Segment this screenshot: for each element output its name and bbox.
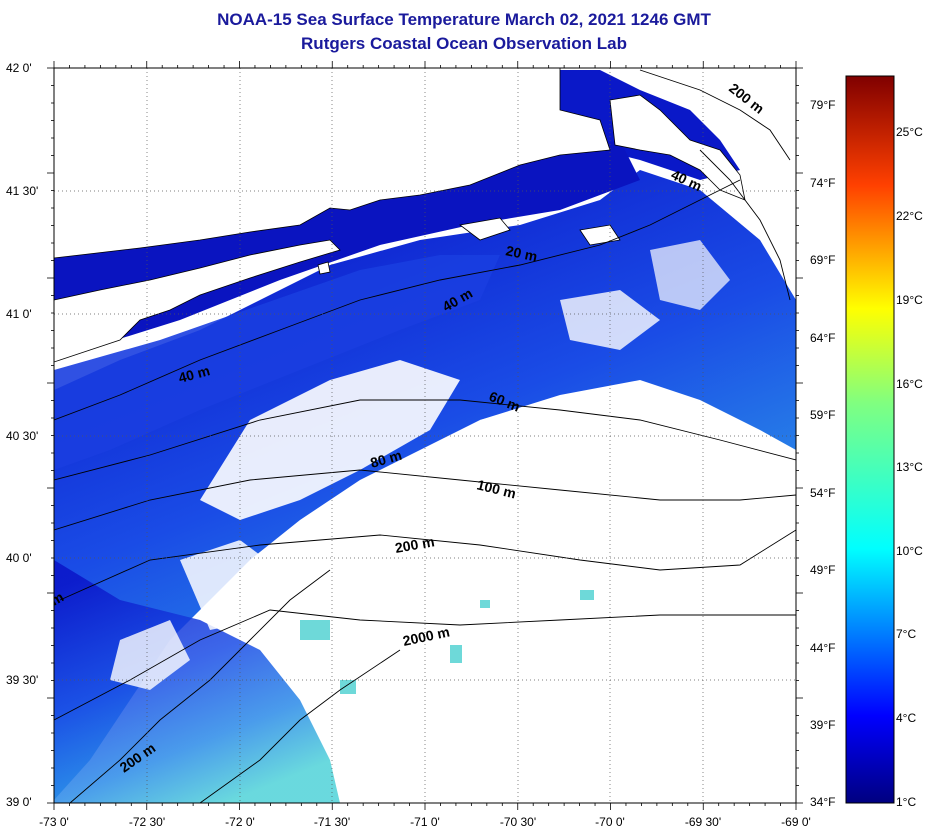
fahrenheit-axis: 79°F 74°F 69°F 64°F 59°F 54°F 49°F 44°F … — [810, 98, 835, 809]
lat-axis: 42 0' 41 30' 41 0' 40 30' 40 0' 39 30' 3… — [6, 61, 38, 809]
lon-axis: -73 0' -72 30' -72 0' -71 30' -71 0' -70… — [39, 815, 811, 829]
contour-label-40m-west: 40 m — [177, 362, 212, 386]
lon-tick-label: -72 0' — [225, 815, 255, 829]
fahrenheit-tick-label: 64°F — [810, 331, 835, 345]
graticule — [54, 68, 796, 803]
axis-tick-marks — [47, 61, 803, 810]
sst-southwest-region — [54, 560, 340, 803]
lat-tick-label: 41 30' — [6, 184, 38, 198]
marthas-vineyard — [459, 217, 511, 241]
new-england-mainland — [54, 68, 611, 259]
lat-tick-label: 39 30' — [6, 673, 38, 687]
map-subtitle: Rutgers Coastal Ocean Observation Lab — [301, 34, 627, 53]
contour-label-20m: 20 m — [504, 242, 539, 264]
land-masses — [54, 68, 746, 363]
fahrenheit-tick-label: 49°F — [810, 563, 835, 577]
sst-inner-shelf — [54, 255, 500, 470]
celsius-tick-label: 13°C — [896, 460, 923, 474]
long-island — [54, 239, 341, 363]
contour-label-200m-mid: 200 m — [394, 533, 436, 556]
fahrenheit-tick-label: 74°F — [810, 176, 835, 190]
bathymetry-contours — [54, 69, 796, 803]
fahrenheit-tick-label: 59°F — [810, 408, 835, 422]
celsius-tick-label: 16°C — [896, 377, 923, 391]
celsius-tick-label: 10°C — [896, 544, 923, 558]
celsius-axis: 25°C 22°C 19°C 16°C 13°C 10°C 7°C 4°C 1°… — [896, 125, 923, 809]
lat-tick-label: 42 0' — [6, 61, 32, 75]
lon-tick-label: -70 0' — [595, 815, 625, 829]
lon-tick-label: -73 0' — [39, 815, 69, 829]
lat-tick-label: 39 0' — [6, 795, 32, 809]
lon-tick-label: -71 30' — [314, 815, 350, 829]
celsius-tick-label: 22°C — [896, 209, 923, 223]
fahrenheit-tick-label: 34°F — [810, 795, 835, 809]
block-island — [317, 261, 331, 275]
color-bar — [845, 75, 895, 804]
fahrenheit-tick-label: 69°F — [810, 253, 835, 267]
sst-coastal-band — [54, 140, 640, 360]
celsius-tick-label: 19°C — [896, 293, 923, 307]
celsius-tick-label: 7°C — [896, 627, 916, 641]
lon-tick-label: -70 30' — [500, 815, 536, 829]
lat-tick-label: 40 0' — [6, 551, 32, 565]
celsius-tick-label: 25°C — [896, 125, 923, 139]
fahrenheit-tick-label: 44°F — [810, 641, 835, 655]
fahrenheit-tick-label: 54°F — [810, 486, 835, 500]
celsius-tick-label: 4°C — [896, 711, 916, 725]
lon-tick-label: -71 0' — [410, 815, 440, 829]
fahrenheit-tick-label: 39°F — [810, 718, 835, 732]
lon-tick-label: -72 30' — [129, 815, 165, 829]
lon-tick-label: -69 0' — [781, 815, 811, 829]
map-area: 200 m 40 m 20 m 40 m 40 m 60 m 80 m 100 … — [54, 68, 796, 803]
lon-tick-label: -69 30' — [685, 815, 721, 829]
celsius-tick-label: 1°C — [896, 795, 916, 809]
lat-tick-label: 41 0' — [6, 307, 32, 321]
lat-tick-label: 40 30' — [6, 429, 38, 443]
map-title: NOAA-15 Sea Surface Temperature March 02… — [217, 10, 711, 29]
fahrenheit-tick-label: 79°F — [810, 98, 835, 112]
